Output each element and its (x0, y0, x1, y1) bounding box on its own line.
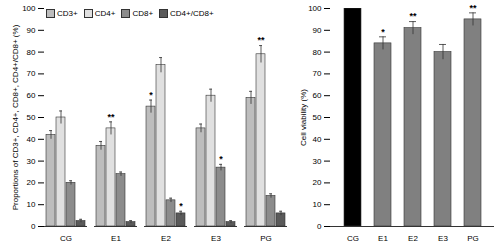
svg-text:80: 80 (27, 48, 36, 57)
svg-text:*: * (219, 154, 223, 164)
svg-text:10: 10 (313, 200, 322, 209)
svg-text:E1: E1 (111, 234, 121, 243)
html-text:CD4+: CD4+ (94, 9, 116, 18)
svg-text:60: 60 (313, 91, 322, 100)
svg-text:*: * (179, 201, 183, 211)
svg-text:40: 40 (27, 135, 36, 144)
svg-text:CG: CG (60, 234, 72, 243)
svg-text:E3: E3 (438, 234, 448, 243)
svg-text:E2: E2 (161, 234, 171, 243)
svg-text:**: ** (107, 112, 115, 122)
svg-text:*: * (149, 90, 153, 100)
svg-text:Cell viability (%): Cell viability (%) (299, 89, 308, 146)
svg-text:0: 0 (31, 222, 36, 231)
svg-text:60: 60 (27, 91, 36, 100)
svg-text:100: 100 (22, 4, 36, 13)
svg-text:70: 70 (27, 69, 36, 78)
svg-text:30: 30 (27, 157, 36, 166)
svg-text:10: 10 (27, 200, 36, 209)
svg-text:PG: PG (467, 234, 479, 243)
svg-text:100: 100 (308, 4, 322, 13)
html-text:CD3+: CD3+ (57, 9, 78, 18)
svg-text:50: 50 (27, 113, 36, 122)
svg-text:E3: E3 (211, 234, 221, 243)
svg-text:20: 20 (27, 178, 36, 187)
svg-text:Proportions of CD3+, CD4+, CD8: Proportions of CD3+, CD4+, CD8+, CD4+/CD… (11, 24, 20, 210)
svg-text:40: 40 (313, 135, 322, 144)
svg-text:E1: E1 (378, 234, 388, 243)
svg-text:PG: PG (260, 234, 272, 243)
svg-text:30: 30 (313, 157, 322, 166)
svg-text:**: ** (257, 35, 265, 45)
svg-text:**: ** (409, 11, 417, 21)
html-text:CD8+: CD8+ (132, 9, 154, 18)
svg-text:70: 70 (313, 69, 322, 78)
svg-text:E2: E2 (408, 234, 418, 243)
svg-text:0: 0 (317, 222, 322, 231)
svg-text:**: ** (469, 3, 477, 13)
svg-text:20: 20 (313, 178, 322, 187)
svg-text:50: 50 (313, 113, 322, 122)
svg-text:90: 90 (27, 26, 36, 35)
svg-text:*: * (381, 27, 385, 37)
svg-text:80: 80 (313, 48, 322, 57)
svg-text:90: 90 (313, 26, 322, 35)
svg-text:CG: CG (347, 234, 359, 243)
html-text:CD4+/CD8+: CD4+/CD8+ (170, 9, 214, 18)
